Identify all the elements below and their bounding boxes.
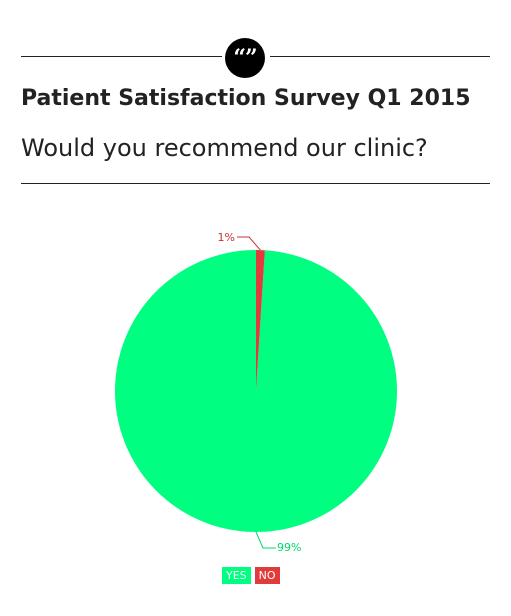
legend-item-yes[interactable]: YES [222, 567, 251, 584]
pie-slices [114, 250, 398, 532]
chart-legend: YES NO [222, 567, 280, 584]
pie-label-leader-yes [255, 531, 276, 549]
pie-data-label-no: 1% [218, 231, 235, 244]
chart-title: Patient Satisfaction Survey Q1 2015 [21, 86, 471, 111]
pie-label-leader-no [237, 236, 261, 251]
legend-item-no[interactable]: NO [254, 567, 280, 584]
pie-labels: 99% 1% [218, 231, 302, 554]
quote-icon: “” [225, 38, 265, 78]
pie-data-label-yes: 99% [277, 541, 301, 554]
header-divider-left [21, 56, 222, 57]
header-divider-right [270, 56, 490, 57]
header-divider-bottom [21, 183, 490, 184]
chart-subtitle: Would you recommend our clinic? [21, 134, 428, 162]
pie-slice-yes[interactable] [114, 250, 398, 532]
pie-slice-no[interactable] [256, 250, 265, 391]
